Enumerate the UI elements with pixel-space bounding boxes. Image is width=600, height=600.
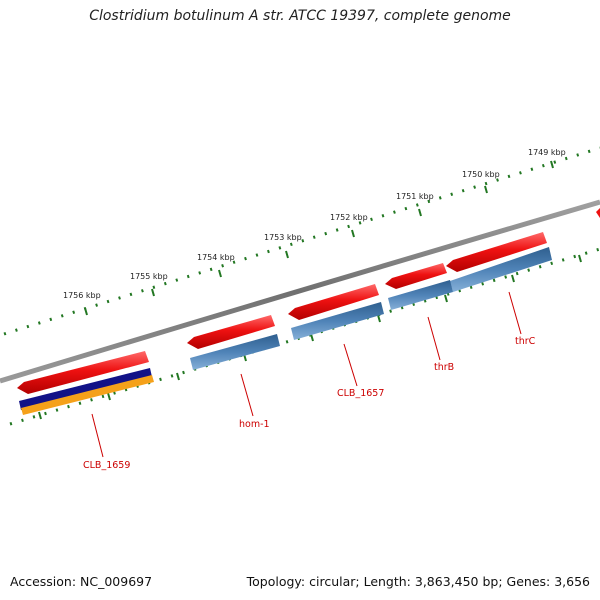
cds-CLB_1659-orange [21,375,154,415]
gene-arrow-CLB_1659 [17,351,149,394]
gene-label-thrB: thrB [434,362,454,373]
topology-text: Topology: circular; Length: 3,863,450 bp… [246,574,590,589]
tick-label-1753: 1753 kbp [264,233,302,242]
gene-arrow-thrB [385,263,447,289]
tick-1754: 1754 kbp [197,253,235,278]
gene-arrow-hom-1 [187,315,275,349]
tick-label-1751: 1751 kbp [396,192,434,201]
gene-label-thrC: thrC [515,336,536,347]
cds-CLB_1657 [291,302,384,340]
tick-label-1750: 1750 kbp [462,170,500,179]
gene-arrow-CLB_1657 [288,284,379,320]
tick-label-1754: 1754 kbp [197,253,235,262]
cds-CLB_1659-blue [19,368,152,410]
accession-text: Accession: NC_009697 [10,574,153,589]
outer-minor-ticks [3,146,600,336]
tick-1755: 1755 kbp [130,272,168,297]
cds-thrC [450,247,552,292]
gene-label-CLB_1659: CLB_1659 [83,460,130,471]
genome-backbone [0,199,600,384]
cds-thrB [388,280,453,310]
cds-hom-1 [190,334,280,370]
gene-label-CLB_1657: CLB_1657 [337,388,384,399]
tick-label-1752: 1752 kbp [330,213,368,222]
tick-1751: 1751 kbp [396,192,434,217]
inner-major-ticks [38,254,582,420]
offscreen-gene-edge [596,208,600,218]
cds-track [19,247,552,415]
map-title: Clostridium botulinum A str. ATCC 19397,… [89,8,511,24]
tick-label-1749: 1749 kbp [528,148,566,157]
gene-track [17,232,547,394]
tick-1753: 1753 kbp [264,233,302,259]
tick-1750: 1750 kbp [462,170,500,194]
tick-1749: 1749 kbp [528,148,566,169]
tick-1756: 1756 kbp [63,291,101,316]
label-leaders [91,291,522,458]
tick-label-1755: 1755 kbp [130,272,168,281]
tick-1752: 1752 kbp [330,213,368,238]
tick-label-1756: 1756 kbp [63,291,101,300]
gene-label-hom-1: hom-1 [239,419,270,430]
gene-arrow-thrC [446,232,547,272]
